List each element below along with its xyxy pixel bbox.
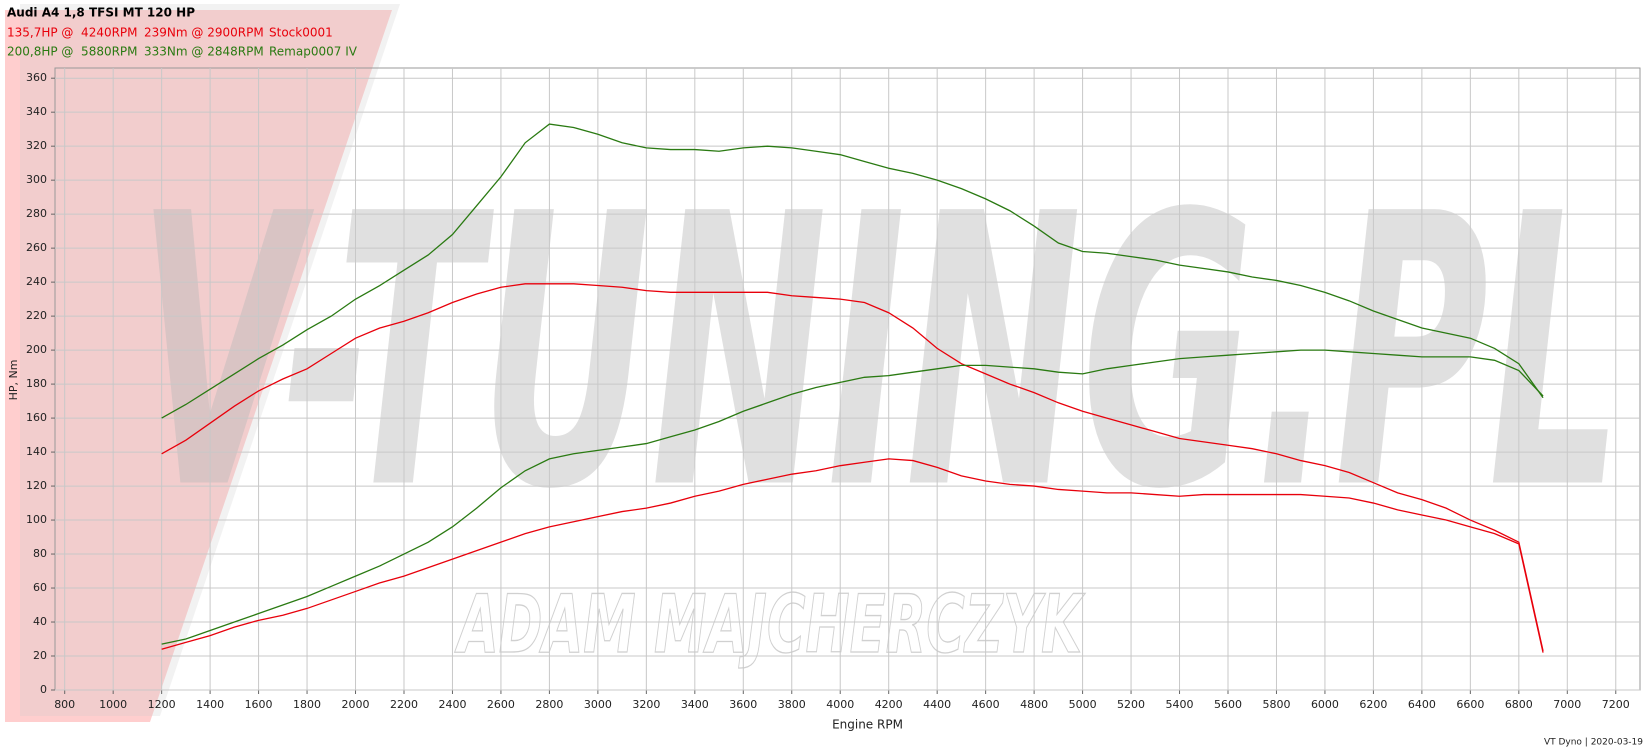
x-tick-label: 6400 xyxy=(1408,698,1436,711)
x-tick-label: 4600 xyxy=(972,698,1000,711)
lines xyxy=(161,123,1544,653)
x-tick-label: 4200 xyxy=(875,698,903,711)
y-tick-label: 80 xyxy=(33,547,47,560)
y-tick-label: 340 xyxy=(26,105,47,118)
x-tick-label: 1600 xyxy=(245,698,273,711)
legend-entry: Stock0001 xyxy=(269,26,333,40)
x-tick-label: 5400 xyxy=(1166,698,1194,711)
x-tick-label: 5000 xyxy=(1069,698,1097,711)
legend-entry: Remap0007 IV xyxy=(269,45,358,59)
x-tick-label: 6600 xyxy=(1456,698,1484,711)
watermark-shape xyxy=(5,10,392,722)
x-tick-label: 7200 xyxy=(1602,698,1630,711)
y-tick-label: 0 xyxy=(40,683,47,696)
x-tick-label: 3000 xyxy=(584,698,612,711)
watermark-text: V-TUNING.PL xyxy=(137,135,1622,572)
footer: VT Dyno | 2020-03-19 xyxy=(1544,738,1643,748)
y-tick-label: 300 xyxy=(26,173,47,186)
x-axis-label: Engine RPM xyxy=(832,718,903,732)
legend-summary: 135,7HP @ 4240RPM xyxy=(7,26,138,40)
data-line xyxy=(161,123,1544,419)
data-line xyxy=(161,458,1544,653)
legend-summary: 200,8HP @ 5880RPM xyxy=(7,45,138,59)
x-tick-label: 2600 xyxy=(487,698,515,711)
x-tick-label: 5800 xyxy=(1262,698,1290,711)
y-tick-label: 100 xyxy=(26,513,47,526)
y-tick-label: 140 xyxy=(26,445,47,458)
y-tick-label: 60 xyxy=(33,581,47,594)
x-tick-label: 1000 xyxy=(99,698,127,711)
grid xyxy=(51,67,1641,694)
x-tick-label: 4800 xyxy=(1020,698,1048,711)
y-tick-label: 160 xyxy=(26,411,47,424)
data-line xyxy=(161,349,1544,645)
y-axis-label: HP, Nm xyxy=(7,360,20,401)
x-tick-label: 6200 xyxy=(1359,698,1387,711)
y-tick-label: 120 xyxy=(26,479,47,492)
y-tick-label: 280 xyxy=(26,207,47,220)
y-tick-label: 20 xyxy=(33,649,47,662)
x-tick-label: 1800 xyxy=(293,698,321,711)
x-tick-label: 1400 xyxy=(196,698,224,711)
x-tick-label: 2800 xyxy=(535,698,563,711)
x-tick-label: 2000 xyxy=(342,698,370,711)
x-tick-label: 6800 xyxy=(1505,698,1533,711)
watermark-text: ADAM MAJCHERCZYK xyxy=(454,579,1085,673)
y-tick-label: 200 xyxy=(26,343,47,356)
x-tick-label: 2400 xyxy=(438,698,466,711)
legend-summary: 333Nm @ 2848RPM xyxy=(144,45,264,59)
x-tick-label: 800 xyxy=(54,698,75,711)
x-tick-label: 3200 xyxy=(632,698,660,711)
y-tick-label: 320 xyxy=(26,139,47,152)
labels: 800 1000 1200 1400 1600 1800 2000 2200 2400 2600 2… xyxy=(7,6,1643,748)
x-tick-label: 7000 xyxy=(1553,698,1581,711)
x-tick-label: 1200 xyxy=(148,698,176,711)
x-tick-label: 3800 xyxy=(778,698,806,711)
y-tick-label: 360 xyxy=(26,71,47,84)
x-tick-label: 6000 xyxy=(1311,698,1339,711)
y-tick-label: 260 xyxy=(26,241,47,254)
y-tick-label: 240 xyxy=(26,275,47,288)
y-tick-label: 40 xyxy=(33,615,47,628)
chart-title: Audi A4 1,8 TFSI MT 120 HP xyxy=(7,6,195,20)
x-tick-label: 3400 xyxy=(681,698,709,711)
x-tick-label: 4000 xyxy=(826,698,854,711)
x-tick-label: 4400 xyxy=(923,698,951,711)
data-line xyxy=(161,283,1544,652)
x-tick-label: 5200 xyxy=(1117,698,1145,711)
x-tick-label: 3600 xyxy=(729,698,757,711)
y-tick-label: 180 xyxy=(26,377,47,390)
y-tick-label: 220 xyxy=(26,309,47,322)
x-tick-label: 5600 xyxy=(1214,698,1242,711)
legend-summary: 239Nm @ 2900RPM xyxy=(144,26,264,40)
x-tick-label: 2200 xyxy=(390,698,418,711)
